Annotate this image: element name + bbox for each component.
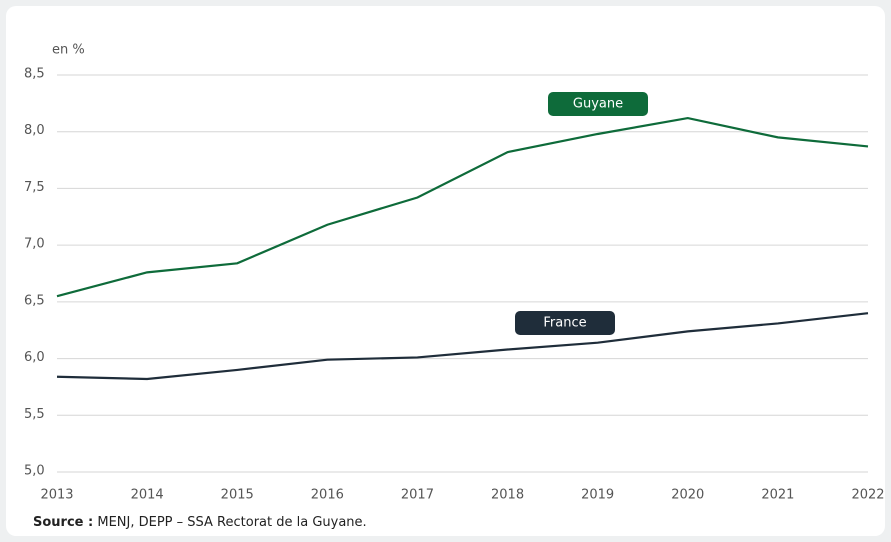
card	[6, 6, 885, 536]
y-tick-label: 5,5	[24, 407, 45, 422]
series-label: France	[543, 316, 586, 331]
series-label-box	[515, 311, 615, 335]
series-line	[56, 312, 869, 381]
source-text: MENJ, DEPP – SSA Rectorat de la Guyane.	[97, 515, 366, 530]
source: Source : MENJ, DEPP – SSA Rectorat de la…	[33, 515, 367, 530]
x-tick-label: 2020	[671, 488, 704, 503]
y-tick-label: 8,0	[24, 123, 45, 138]
y-tick-label: 5,0	[24, 464, 45, 479]
series-label-box	[548, 92, 648, 116]
y-tick-label: 8,5	[24, 67, 45, 82]
y-axis-label: en %	[52, 43, 85, 58]
y-tick-label: 6,0	[24, 350, 45, 365]
y-tick-label: 6,5	[24, 293, 45, 308]
series-line	[56, 116, 869, 298]
x-tick-label: 2019	[581, 488, 614, 503]
x-tick-label: 2016	[311, 488, 344, 503]
x-tick-label: 2017	[401, 488, 434, 503]
y-tick-label: 7,0	[24, 237, 45, 252]
x-tick-label: 2013	[40, 488, 73, 503]
x-tick-label: 2018	[491, 488, 524, 503]
x-tick-label: 2015	[221, 488, 254, 503]
x-tick-label: 2022	[851, 488, 884, 503]
series-label: Guyane	[573, 97, 623, 112]
y-tick-label: 7,5	[24, 180, 45, 195]
x-tick-label: 2014	[131, 488, 164, 503]
x-tick-label: 2021	[761, 488, 794, 503]
source-label: Source :	[33, 515, 93, 530]
